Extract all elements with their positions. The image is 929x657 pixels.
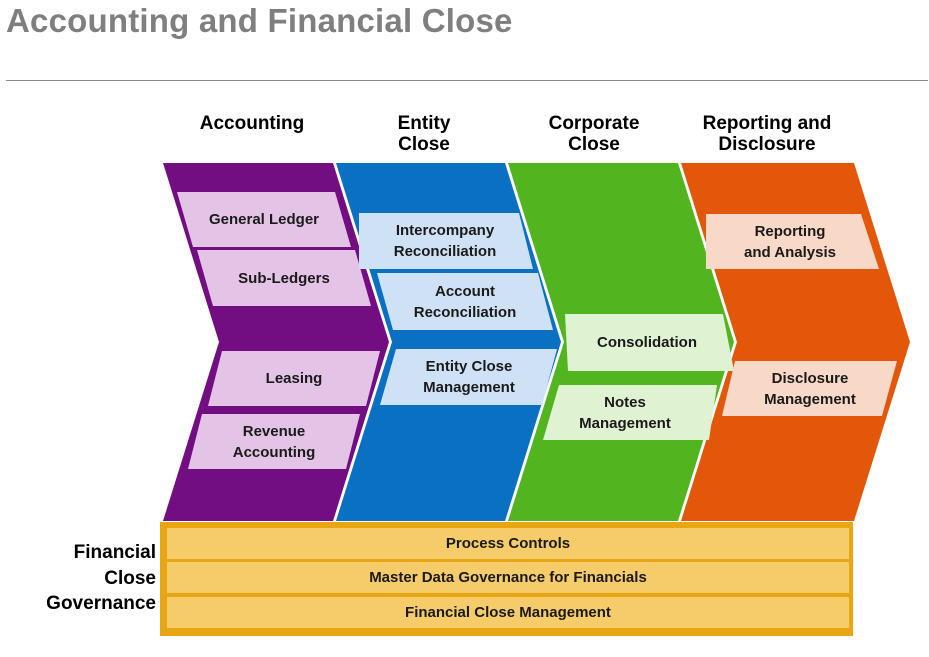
governance-bar-financial-close-management: Financial Close Management <box>167 597 849 628</box>
heading-entity-close: Entity Close <box>397 113 451 155</box>
label-entity-close-management: Entity Close Management <box>423 358 515 396</box>
label-revenue-accounting: Revenue Accounting <box>232 422 316 461</box>
label-disclosure-management: Disclosure Management <box>764 369 856 408</box>
heading-accounting: Accounting <box>199 113 305 134</box>
box-consolidation <box>565 314 734 371</box>
box-notes-management <box>543 385 717 440</box>
label-leasing: Leasing <box>265 370 323 387</box>
label-intercompany-reconciliation: Intercompany Reconciliation <box>393 222 497 260</box>
label-account-reconciliation: Account Reconciliation <box>413 282 517 321</box>
governance-bar-process-controls: Process Controls <box>167 528 849 559</box>
governance-bar-master-data: Master Data Governance for Financials <box>167 562 849 593</box>
heading-reporting-disclosure: Reporting and Disclosure <box>702 113 832 155</box>
box-leasing <box>208 351 380 406</box>
box-intercompany-reconciliation <box>359 213 533 269</box>
box-disclosure-management <box>722 361 897 416</box>
label-general-ledger: General Ledger <box>208 211 320 228</box>
label-notes-management: Notes Management <box>579 393 671 432</box>
box-revenue-accounting <box>188 414 360 469</box>
box-sub-ledgers <box>197 250 371 306</box>
label-sub-ledgers: Sub-Ledgers <box>238 269 330 287</box>
box-reporting-analysis <box>706 214 879 269</box>
title-divider <box>6 80 928 81</box>
heading-corporate-close: Corporate Close <box>548 113 640 155</box>
box-account-reconciliation <box>377 273 553 330</box>
governance-label: Financial Close Governance <box>46 542 156 614</box>
page-title: Accounting and Financial Close <box>6 2 513 39</box>
label-reporting-analysis: Reporting and Analysis <box>744 222 836 261</box>
box-general-ledger <box>177 192 351 247</box>
box-entity-close-management <box>380 349 557 405</box>
label-consolidation: Consolidation <box>597 334 697 351</box>
